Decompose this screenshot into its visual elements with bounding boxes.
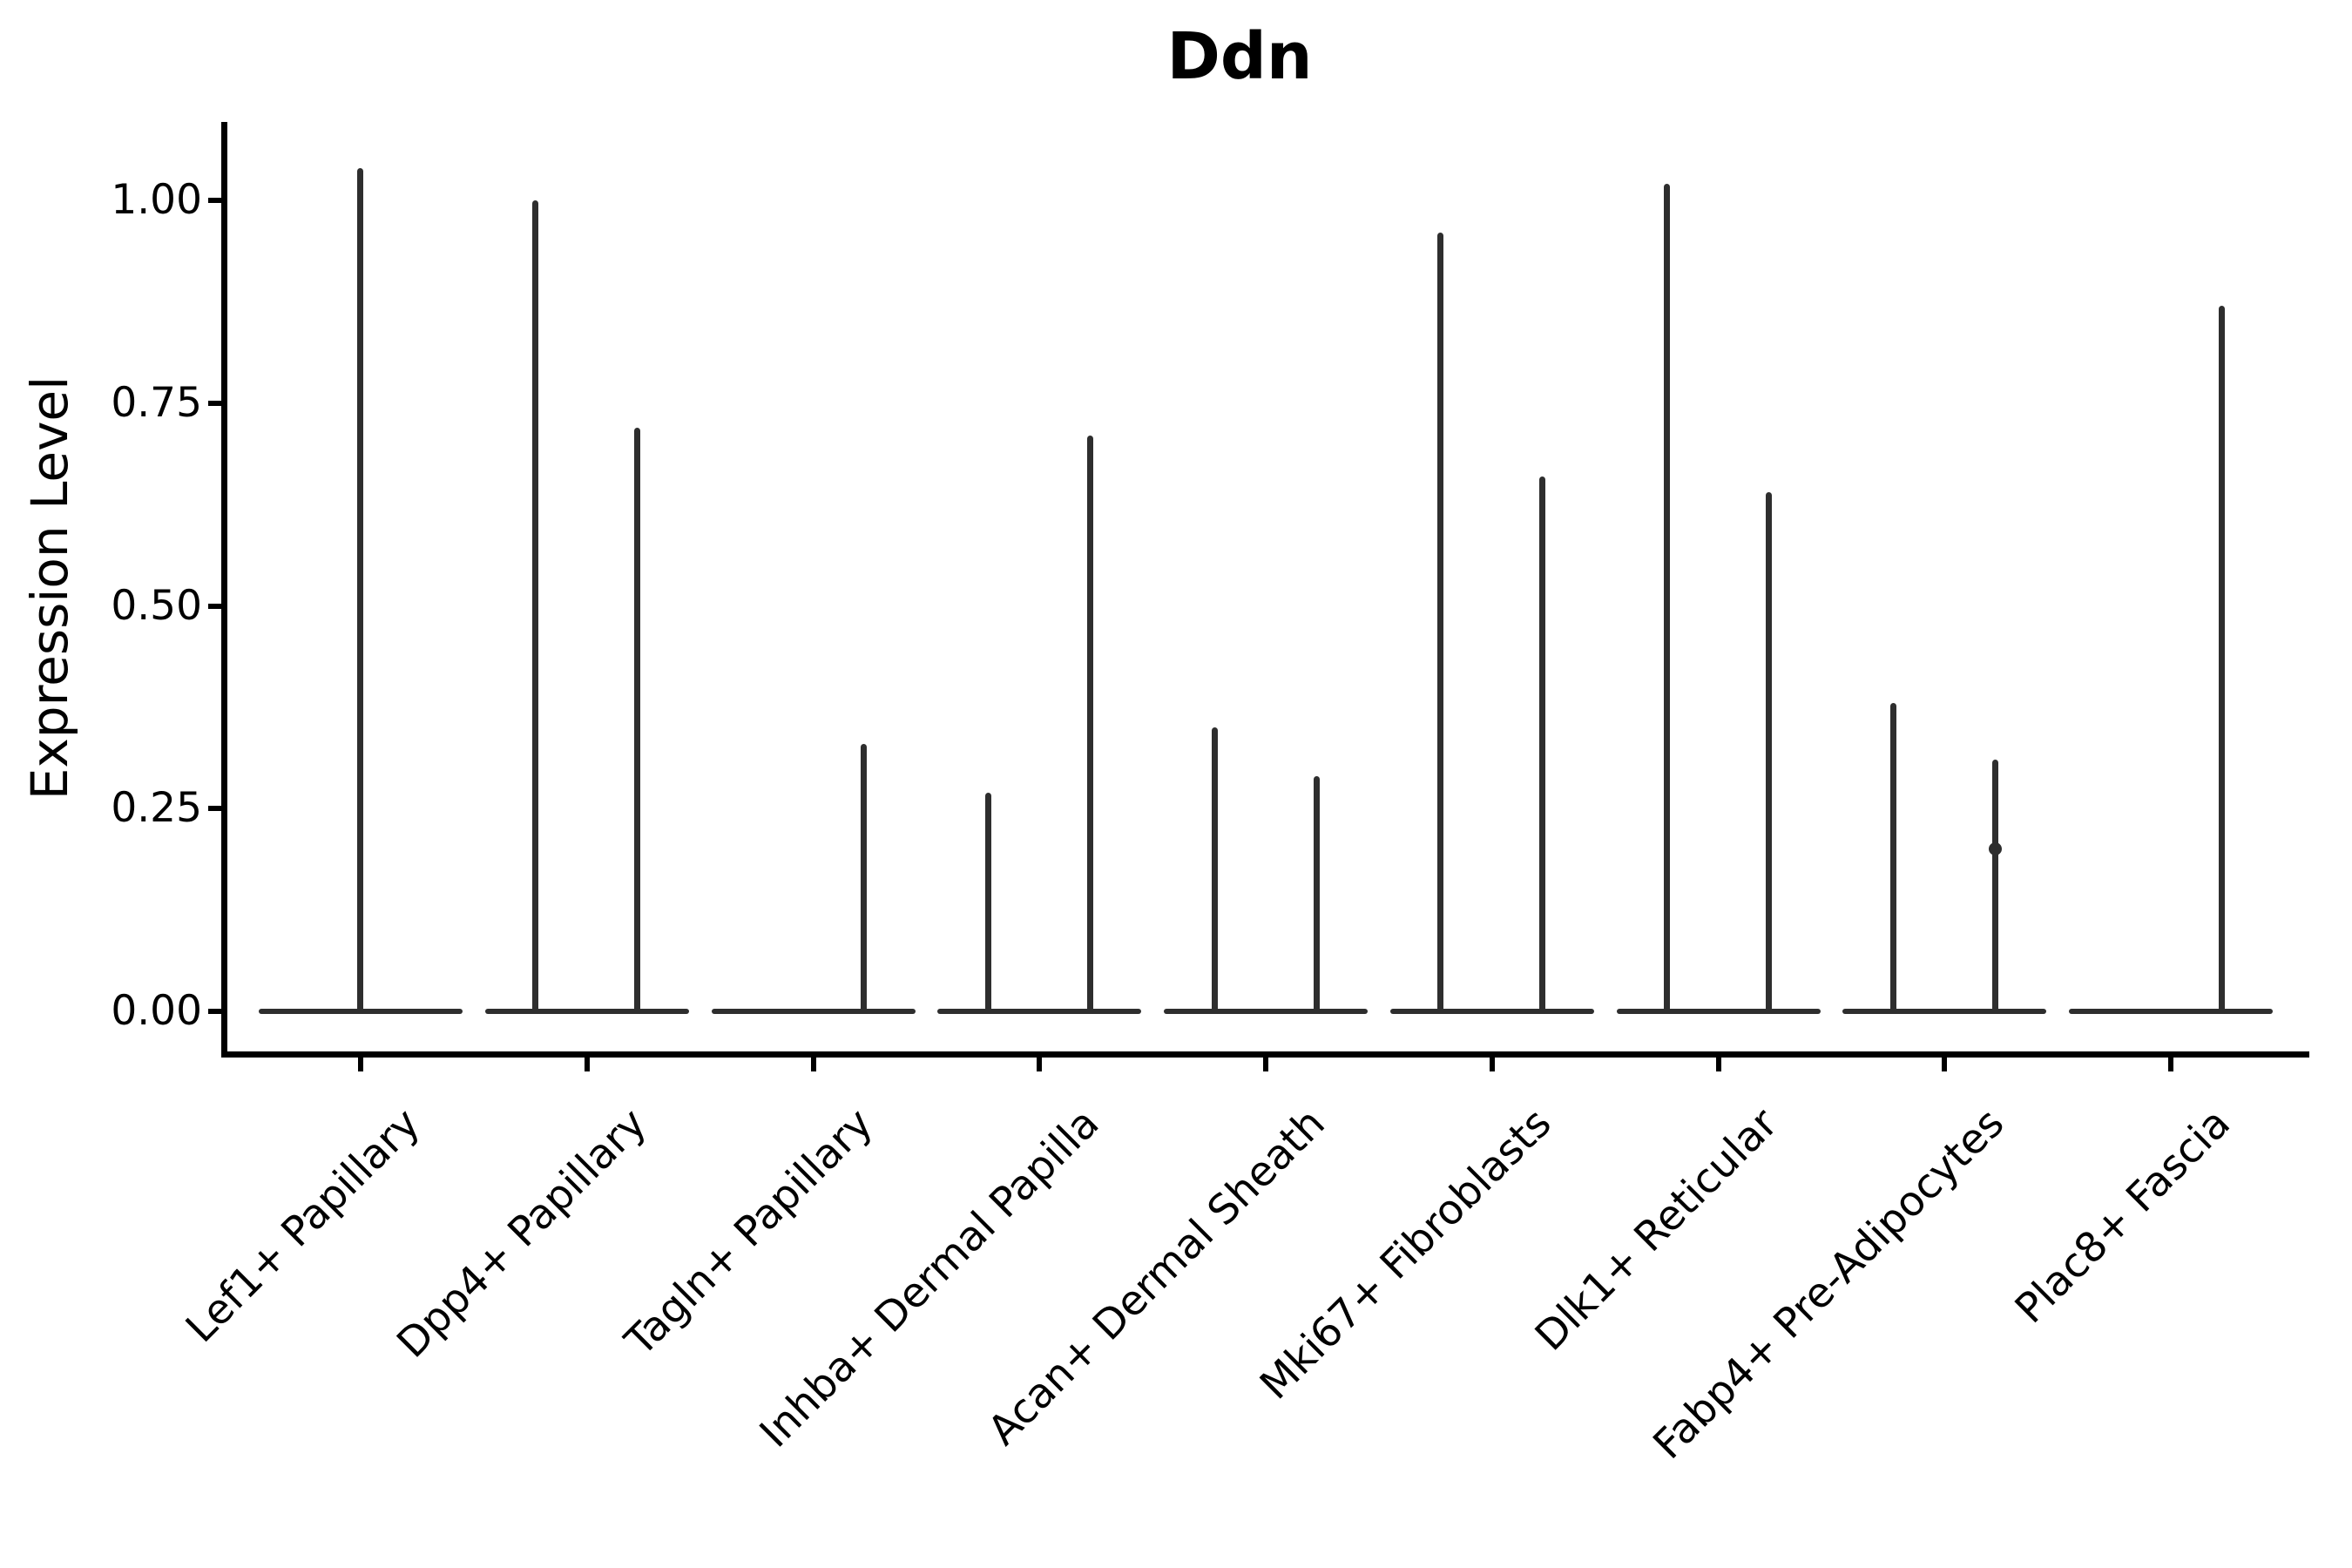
y-axis-spine: [221, 122, 227, 1058]
y-tick: [208, 806, 221, 812]
x-tick-label: Dpp4+ Papillary: [388, 1099, 656, 1368]
x-axis-spine: [221, 1051, 2309, 1058]
violin-spike: [1211, 727, 1218, 1014]
x-tick: [358, 1058, 363, 1071]
violin-spike: [1766, 492, 1772, 1014]
violin-spike: [984, 792, 991, 1014]
y-tick: [208, 400, 221, 406]
x-tick-label: Tagln+ Papillary: [616, 1099, 882, 1366]
violin-spike: [2218, 306, 2225, 1014]
violin-spike: [532, 200, 539, 1014]
violin-baseline: [711, 1009, 916, 1014]
violin-spike: [861, 743, 867, 1014]
chart-title: Ddn: [1166, 19, 1313, 94]
violin-density-bump: [1989, 842, 2003, 856]
y-tick-label: 0.75: [111, 378, 202, 427]
x-tick-label: Lef1+ Papillary: [176, 1099, 429, 1352]
violin-baseline: [2069, 1009, 2273, 1014]
violin-baseline: [1616, 1009, 1821, 1014]
x-tick: [1037, 1058, 1043, 1071]
y-tick: [208, 1009, 221, 1014]
violin-spike: [1539, 476, 1546, 1014]
y-tick-label: 0.50: [111, 581, 202, 630]
violin-spike: [1889, 703, 1896, 1014]
y-tick: [208, 603, 221, 609]
violin-spike: [1086, 435, 1093, 1014]
x-tick: [1263, 1058, 1268, 1071]
violin-baseline: [937, 1009, 1142, 1014]
x-tick-label: Plac8+ Fascia: [2005, 1099, 2240, 1333]
violin-spike: [1437, 233, 1444, 1014]
y-tick: [208, 198, 221, 203]
x-tick: [584, 1058, 590, 1071]
violin-spike: [1664, 184, 1670, 1014]
violin-spike: [1991, 760, 1998, 1014]
violin-spike: [1313, 776, 1320, 1014]
y-tick-label: 0.00: [111, 987, 202, 1035]
x-tick: [1489, 1058, 1495, 1071]
x-tick-label: Dlk1+ Reticular: [1525, 1099, 1788, 1361]
violin-baseline: [1842, 1009, 2047, 1014]
y-tick-label: 0.25: [111, 784, 202, 833]
violin-spike: [634, 427, 641, 1014]
x-tick: [2168, 1058, 2173, 1071]
violin-spike: [357, 167, 363, 1014]
x-tick: [1942, 1058, 1948, 1071]
violin-baseline: [1389, 1009, 1594, 1014]
y-tick-label: 1.00: [111, 176, 202, 224]
x-tick: [810, 1058, 816, 1071]
violin-baseline: [484, 1009, 689, 1014]
x-tick: [1715, 1058, 1721, 1071]
violin-baseline: [1164, 1009, 1368, 1014]
